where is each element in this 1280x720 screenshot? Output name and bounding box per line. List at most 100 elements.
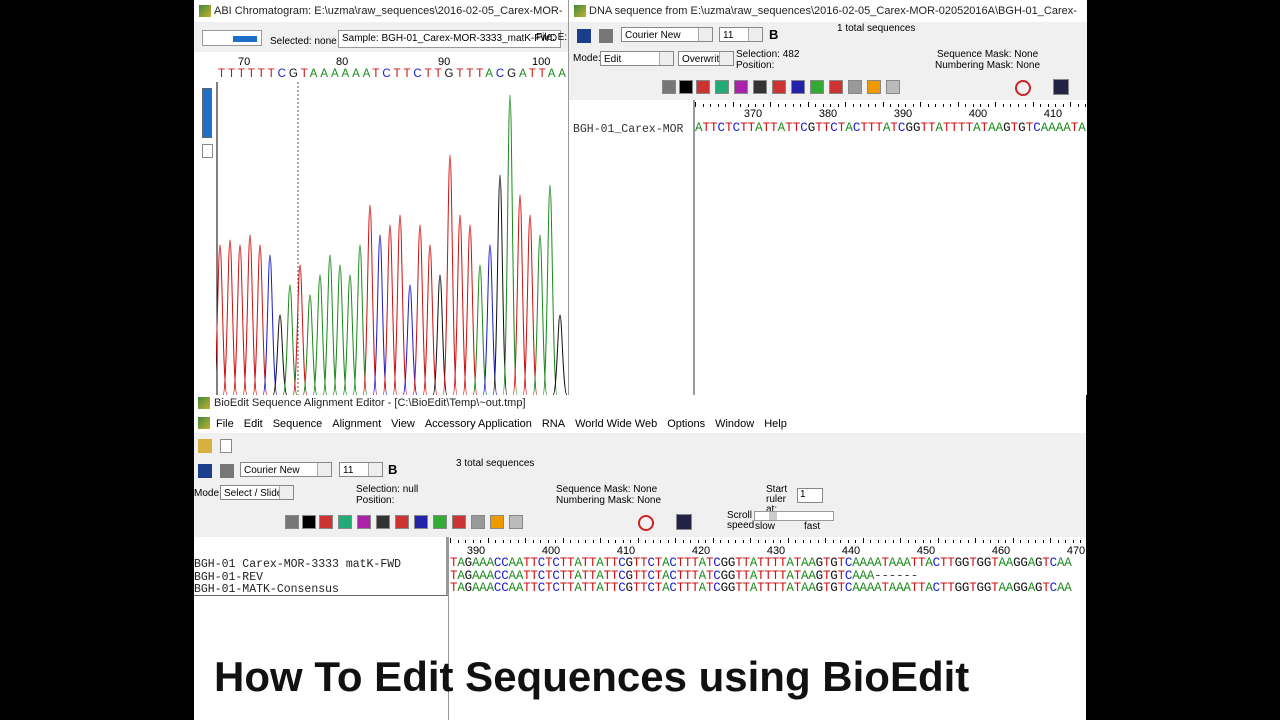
sequence-row: TAGAAACCAATTCTCTTATTATTCGTTCTACTTTATCGGT… <box>450 581 1072 595</box>
new-button[interactable] <box>220 439 232 453</box>
tool-button[interactable] <box>867 80 881 94</box>
tool-button[interactable] <box>490 515 504 529</box>
start-ruler-input[interactable]: 1 <box>797 488 823 503</box>
tool-button[interactable] <box>471 515 485 529</box>
tool-button[interactable] <box>357 515 371 529</box>
sequence-name: BGH-01-REV <box>194 570 264 584</box>
menu-item[interactable]: File <box>216 418 234 430</box>
tool-button[interactable] <box>452 515 466 529</box>
ruler-label: 420 <box>691 545 711 557</box>
ruler-tick <box>837 104 839 107</box>
mode-select[interactable]: Select / Slide <box>220 485 294 500</box>
size-select[interactable]: 11 <box>339 462 383 477</box>
tool-button[interactable] <box>645 80 659 94</box>
tool-button[interactable] <box>234 515 248 529</box>
ruler-tick <box>732 102 734 107</box>
tool-button[interactable] <box>734 80 748 94</box>
position-label: Position: <box>356 495 395 506</box>
ruler-tick <box>855 540 856 543</box>
ruler-tick <box>510 540 511 543</box>
tool-button[interactable] <box>217 515 231 529</box>
save-button[interactable] <box>198 464 212 478</box>
ruler-label: 80 <box>336 56 349 68</box>
tool-button[interactable] <box>338 515 352 529</box>
tool-button[interactable] <box>791 80 805 94</box>
ruler-tick <box>750 538 751 543</box>
zoom-slider[interactable] <box>202 30 262 46</box>
ruler-tick <box>702 104 704 107</box>
trace-peak <box>222 239 238 395</box>
insert-mode-select[interactable]: Overwrite <box>678 51 734 66</box>
ruler-tick <box>952 540 954 543</box>
ruler-tick <box>570 540 571 543</box>
tool-button[interactable] <box>594 80 608 94</box>
tool-button[interactable] <box>628 80 642 94</box>
tool-button[interactable] <box>638 515 654 531</box>
tool-button[interactable] <box>251 515 265 529</box>
tool-button[interactable] <box>696 80 710 94</box>
tool-button[interactable] <box>662 80 676 94</box>
ruler-tick <box>800 104 801 107</box>
tool-button[interactable] <box>810 80 824 94</box>
save-button[interactable] <box>577 29 591 43</box>
tool-button[interactable] <box>285 515 299 529</box>
tool-button[interactable] <box>715 80 729 94</box>
tool-button[interactable] <box>319 515 333 529</box>
size-select[interactable]: 11 <box>719 27 763 42</box>
tool-button[interactable] <box>509 515 523 529</box>
checkbox[interactable] <box>202 144 213 158</box>
open-button[interactable] <box>198 439 212 453</box>
tool-button[interactable] <box>268 515 282 529</box>
tool-button[interactable] <box>395 515 409 529</box>
ruler-tick <box>717 104 719 107</box>
menu-item[interactable]: Sequence <box>272 418 323 430</box>
menu-item[interactable]: World Wide Web <box>575 418 658 430</box>
tool-button[interactable] <box>611 80 625 94</box>
menu-item[interactable]: Options <box>667 418 706 430</box>
tool-button[interactable] <box>1053 79 1069 95</box>
ruler-tick <box>1025 104 1026 107</box>
tool-button[interactable] <box>679 80 693 94</box>
tool-button[interactable] <box>200 515 214 529</box>
menu-item[interactable]: Accessory Application <box>424 418 532 430</box>
tool-button[interactable] <box>753 80 767 94</box>
scroll-slider[interactable] <box>754 511 834 521</box>
menu-item[interactable]: Edit <box>243 418 263 430</box>
tool-button[interactable] <box>577 80 591 94</box>
bold-button[interactable]: B <box>388 462 398 477</box>
ruler-tick <box>1072 540 1074 543</box>
ruler-tick <box>695 102 696 107</box>
trace-peak <box>342 274 358 395</box>
tool-button[interactable] <box>1015 80 1031 96</box>
tool-button[interactable] <box>772 80 786 94</box>
ruler-tick <box>622 540 624 543</box>
numbering-mask: Numbering Mask: None <box>935 60 1041 71</box>
menu-item[interactable]: View <box>391 418 415 430</box>
ruler-label: 380 <box>818 108 838 120</box>
menu-item[interactable]: Alignment <box>332 418 382 430</box>
ruler-tick <box>995 102 996 107</box>
tool-button[interactable] <box>829 80 843 94</box>
scale-slider[interactable] <box>202 88 212 138</box>
mode-select[interactable]: Edit <box>600 51 674 66</box>
font-select[interactable]: Courier New <box>240 462 332 477</box>
bold-button[interactable]: B <box>769 27 779 42</box>
tool-button[interactable] <box>414 515 428 529</box>
tool-button[interactable] <box>433 515 447 529</box>
font-select[interactable]: Courier New <box>621 27 713 42</box>
ruler-tick <box>1042 540 1044 543</box>
app-icon <box>199 5 211 17</box>
tool-button[interactable] <box>302 515 316 529</box>
tool-button[interactable] <box>886 80 900 94</box>
ruler-tick <box>950 104 951 107</box>
menu-item[interactable]: Window <box>715 418 755 430</box>
tool-button[interactable] <box>848 80 862 94</box>
print-button[interactable] <box>599 29 613 43</box>
menu-item[interactable]: Help <box>764 418 787 430</box>
tool-button[interactable] <box>376 515 390 529</box>
tool-button[interactable] <box>676 514 692 530</box>
menu-item[interactable]: RNA <box>541 418 566 430</box>
selection-label: Selection: null <box>356 484 419 495</box>
print-button[interactable] <box>220 464 234 478</box>
trace-peak <box>432 274 448 395</box>
